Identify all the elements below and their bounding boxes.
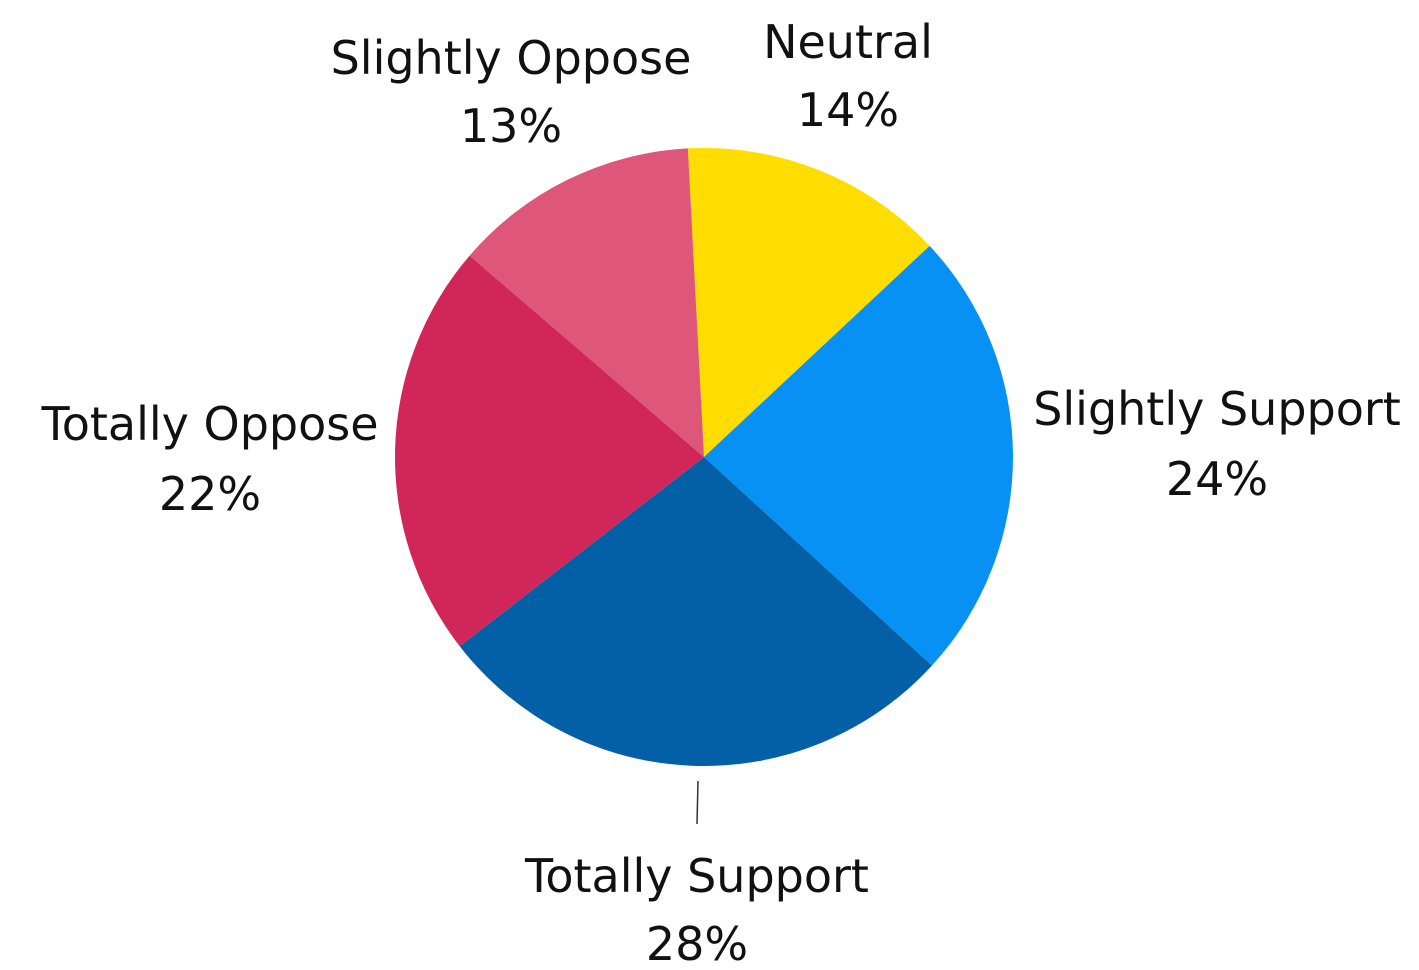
slice-label-slightly-oppose: Slightly Oppose (331, 31, 692, 85)
pie-slice-slightly-oppose (469, 148, 704, 458)
pie-slice-neutral (687, 147, 930, 457)
leader-lines (696, 780, 699, 825)
pie-slice-slightly-support (704, 245, 1014, 666)
slice-label-neutral: Neutral (763, 15, 933, 69)
slice-value-totally-support: 28% (646, 917, 748, 970)
slices (395, 147, 1014, 767)
slice-value-slightly-oppose: 13% (460, 99, 562, 153)
slice-value-slightly-support: 24% (1166, 452, 1268, 506)
slice-value-totally-oppose: 22% (159, 467, 261, 521)
slice-label-totally-support: Totally Support (524, 849, 869, 903)
pie-slice-totally-support (459, 457, 933, 767)
slice-label-totally-oppose: Totally Oppose (40, 397, 378, 451)
pie-slice-totally-oppose (395, 255, 704, 647)
leader-line-totally-support (696, 780, 699, 825)
slice-value-neutral: 14% (797, 83, 899, 137)
slice-labels: Neutral 14% Slightly Support 24% Totally Sup… (40, 15, 1400, 970)
slice-label-slightly-support: Slightly Support (1033, 382, 1401, 436)
